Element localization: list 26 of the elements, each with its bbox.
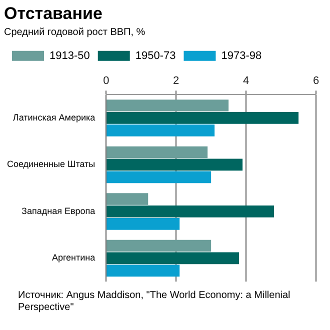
bar xyxy=(106,193,148,205)
y-tick-label: Латинская Америка xyxy=(12,112,96,122)
text: Источник: Angus Maddison, "The World Economy: a Millenial Perspective" xyxy=(18,290,292,314)
legend-label: 1950-73 xyxy=(135,50,176,62)
legend-label: 1973-98 xyxy=(221,50,262,62)
bar xyxy=(106,100,229,112)
x-tick-label: 4 xyxy=(242,75,250,88)
y-tick-label: Аргентина xyxy=(52,252,96,263)
bar xyxy=(106,158,243,171)
bar xyxy=(106,218,180,230)
y-tick-label: Западная Европа xyxy=(22,206,96,216)
legend-label: 1913-50 xyxy=(50,50,90,62)
y-tick-label: Соединенные Штаты xyxy=(6,159,96,170)
bar xyxy=(106,240,212,252)
bar xyxy=(106,264,180,277)
x-tick-label: 0 xyxy=(103,75,110,88)
x-tick-label: 2 xyxy=(173,75,180,88)
bar xyxy=(106,206,274,218)
bar xyxy=(106,252,240,264)
bar xyxy=(106,124,215,136)
x-tick-label: 6 xyxy=(312,75,320,88)
bar xyxy=(106,171,212,184)
bar xyxy=(106,146,208,158)
chart-subtitle: Средний годовой рост ВВП, % xyxy=(4,27,146,38)
bar xyxy=(106,112,299,124)
chart-title: Отставание xyxy=(4,4,102,23)
